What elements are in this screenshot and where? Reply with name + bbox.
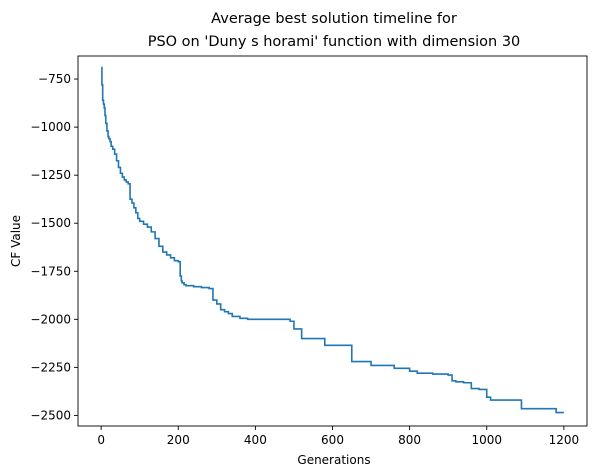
axes-frame — [77, 55, 588, 427]
y-tick-label: −2000 — [30, 312, 71, 326]
y-axis-ticks: −750 −1000 −1250 −1500 −1750 −2000 −2250 −2500 — [30, 72, 78, 422]
x-tick-label: 1000 — [471, 433, 502, 447]
y-tick-label: −1000 — [30, 120, 71, 134]
y-tick-label: −2250 — [30, 360, 71, 374]
x-axis-ticks: 0 200 400 600 800 1000 1200 — [97, 426, 579, 447]
x-tick-label: 800 — [398, 433, 421, 447]
x-tick-label: 400 — [244, 433, 267, 447]
x-tick-label: 600 — [321, 433, 344, 447]
x-tick-label: 200 — [167, 433, 190, 447]
x-axis-label: Generations — [297, 453, 370, 467]
y-tick-label: −1500 — [30, 216, 71, 230]
chart-title-line-1: Average best solution timeline for — [211, 11, 457, 27]
x-tick-label: 0 — [97, 433, 105, 447]
y-tick-label: −1250 — [30, 168, 71, 182]
y-tick-label: −1750 — [30, 264, 71, 278]
chart-title-line-2: PSO on 'Duny s horami' function with dim… — [148, 34, 521, 50]
y-axis-label: CF Value — [9, 215, 23, 267]
plot-area — [101, 66, 564, 414]
series-line-0 — [101, 66, 564, 414]
y-tick-label: −750 — [38, 72, 71, 86]
y-tick-label: −2500 — [30, 408, 71, 422]
x-tick-label: 1200 — [549, 433, 580, 447]
